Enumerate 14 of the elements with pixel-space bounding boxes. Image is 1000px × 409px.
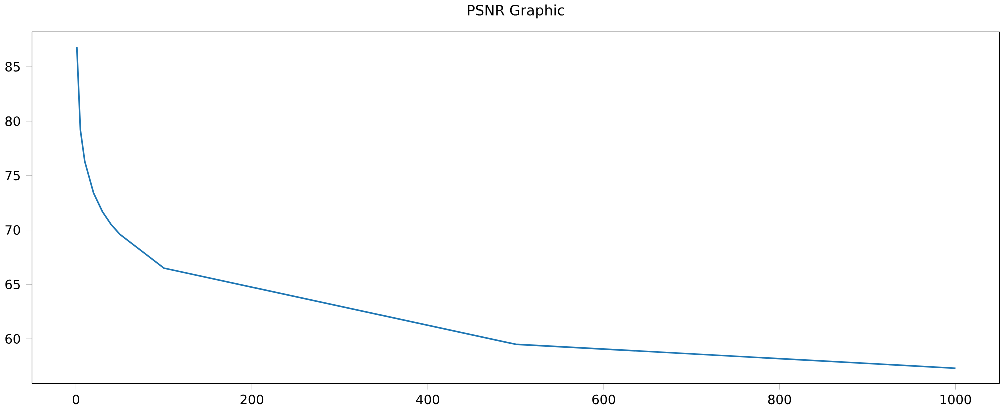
- y-tick-label: 80: [6, 116, 20, 126]
- y-tick-label: 70: [6, 225, 20, 235]
- x-tick-label: 800: [768, 394, 792, 404]
- line-series: [76, 46, 957, 370]
- chart-title: PSNR Graphic: [468, 4, 564, 18]
- x-tick-label: 200: [240, 394, 264, 404]
- y-tick-label: 60: [6, 334, 20, 344]
- y-tick-label: 75: [6, 170, 20, 180]
- x-tick-label: 400: [416, 394, 440, 404]
- y-tick-label: 65: [6, 280, 20, 290]
- y-tick-label: 85: [6, 62, 20, 72]
- x-tick-label: 1000: [940, 394, 972, 404]
- x-tick-label: 600: [592, 394, 616, 404]
- x-tick-label: 0: [72, 394, 80, 404]
